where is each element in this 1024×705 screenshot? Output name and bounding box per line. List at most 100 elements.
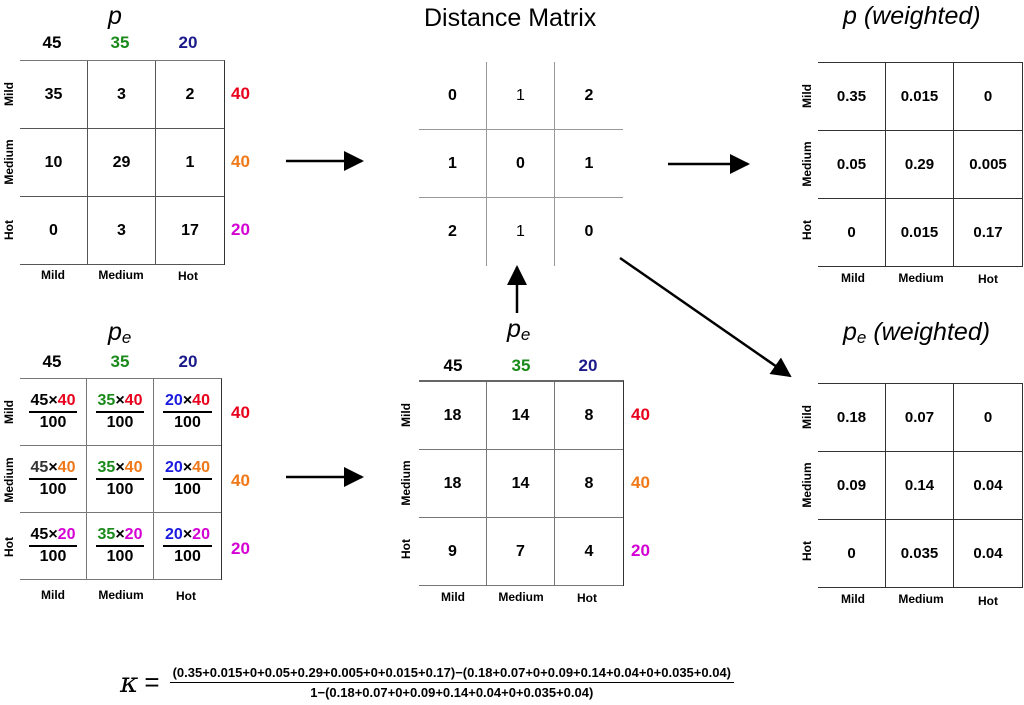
pe-weighted-col-label: Hot [978, 594, 998, 608]
p-row-total: 40 [231, 152, 250, 171]
kappa-equals: = [144, 667, 160, 697]
p-row-total: 40 [231, 84, 250, 103]
pe-fraction-cell: 35×40 100 [87, 379, 154, 446]
pe-title: pe [507, 315, 530, 344]
pe-cell: 9 [419, 518, 487, 586]
p-weighted-cell: 0.005 [954, 131, 1022, 199]
p-cell: 0 [20, 197, 88, 265]
kappa-symbol: κ [120, 666, 139, 699]
p-weighted-cell: 0.015 [886, 199, 954, 267]
pe-weighted-title-suffix: (weighted) [866, 318, 991, 346]
p-weighted-cell: 0 [954, 63, 1022, 131]
p-row-total: 20 [231, 220, 250, 239]
distance-cell: 0 [584, 223, 594, 240]
pe-cell: 18 [419, 382, 487, 450]
kappa-formula: κ = (0.35+0.015+0+0.05+0.29+0.005+0+0.01… [120, 665, 735, 700]
pe-fraction-cell: 20×40 100 [154, 446, 221, 513]
pe-fraction-cell: 45×40 100 [20, 446, 87, 513]
pe-weighted-cell: 0.07 [886, 384, 954, 452]
pe-weighted-cell: 0 [954, 384, 1022, 452]
pe-row-total: 20 [631, 541, 650, 560]
distance-cell: 1 [487, 62, 555, 130]
pe-row-total: 40 [631, 405, 650, 424]
p-cell: 17 [156, 197, 224, 265]
p-weighted-col-label: Medium [898, 271, 944, 285]
p-col-total: 35 [110, 33, 130, 52]
p-title: p [108, 2, 122, 30]
pe-matrix: 18 14 8 18 14 8 9 7 4 [419, 380, 624, 586]
pe-fraction-title: pe [108, 318, 131, 347]
pe-fraction-title-sub: e [121, 328, 132, 347]
pe-fraction-title-main: p [108, 318, 122, 346]
pe-cell: 14 [487, 382, 555, 450]
pe-title-sub: e [520, 325, 531, 344]
p-weighted-title: p (weighted) [843, 2, 981, 30]
p-cell: 35 [20, 61, 88, 129]
pe-weighted-col-label: Medium [898, 592, 944, 606]
pe-weighted-title-sub: e [856, 328, 867, 347]
pe-weighted-title-main: p [843, 318, 857, 346]
distance-cell: 1 [555, 130, 623, 198]
pe-weighted-cell: 0.14 [886, 452, 954, 520]
pe-weighted-title: pe (weighted) [843, 318, 990, 347]
distance-cell: 0 [419, 62, 487, 130]
kappa-denominator: 1−(0.18+0.07+0+0.09+0.14+0.04+0+0.035+0.… [310, 685, 594, 700]
distance-matrix: 0 1 2 1 0 1 2 1 0 [419, 62, 623, 266]
p-weighted-cell: 0 [818, 199, 886, 267]
distance-matrix-title: Distance Matrix [424, 4, 597, 32]
pe-fraction-col-total: 20 [178, 352, 198, 371]
pe-weighted-matrix: 0.18 0.07 0 0.09 0.14 0.04 0 0.035 0.04 [818, 383, 1023, 588]
p-col-total: 45 [42, 33, 62, 52]
p-col-label: Hot [178, 269, 198, 283]
distance-cell: 1 [419, 130, 487, 198]
p-weighted-col-label: Mild [841, 271, 865, 285]
distance-cell: 1 [487, 198, 555, 266]
pe-fraction-cell: 20×20 100 [154, 513, 221, 580]
p-weighted-cell: 0.29 [886, 131, 954, 199]
pe-weighted-cell: 0.04 [954, 520, 1022, 588]
pe-weighted-cell: 0 [818, 520, 886, 588]
pe-fraction-row-total: 40 [231, 403, 250, 422]
pe-title-main: p [507, 315, 521, 343]
pe-weighted-cell: 0.04 [954, 452, 1022, 520]
pe-fraction-col-label: Mild [41, 588, 65, 602]
p-cell: 10 [20, 129, 88, 197]
pe-cell: 8 [555, 450, 623, 518]
pe-fraction-col-total: 45 [42, 352, 62, 371]
pe-fraction-col-total: 35 [110, 352, 130, 371]
pe-fraction-col-label: Hot [176, 589, 196, 603]
p-weighted-cell: 0.35 [818, 63, 886, 131]
p-col-label: Medium [98, 268, 144, 282]
p-weighted-col-label: Hot [978, 272, 998, 286]
p-weighted-cell: 0.015 [886, 63, 954, 131]
arrow-distance-to-pe-weighted [619, 256, 792, 378]
pe-cell: 18 [419, 450, 487, 518]
pe-cell: 7 [487, 518, 555, 586]
p-cell: 2 [156, 61, 224, 129]
distance-cell: 0 [487, 130, 555, 198]
p-cell: 3 [88, 61, 156, 129]
distance-cell: 2 [419, 198, 487, 266]
p-weighted-matrix: 0.35 0.015 0 0.05 0.29 0.005 0 0.015 0.1… [818, 62, 1023, 267]
pe-fraction-cell: 45×20 100 [20, 513, 87, 580]
pe-col-total: 35 [511, 356, 531, 375]
pe-weighted-cell: 0.09 [818, 452, 886, 520]
pe-fraction-cell: 45×40 100 [20, 379, 87, 446]
kappa-numerator: (0.35+0.015+0+0.05+0.29+0.005+0+0.015+0.… [169, 665, 735, 683]
pe-fraction-row-total: 20 [231, 539, 250, 558]
pe-row-total: 40 [631, 473, 650, 492]
pe-fraction-cell: 20×40 100 [154, 379, 221, 446]
pe-cell: 8 [555, 382, 623, 450]
pe-weighted-cell: 0.035 [886, 520, 954, 588]
pe-fraction-cell: 35×20 100 [87, 513, 154, 580]
pe-weighted-col-label: Mild [841, 592, 865, 606]
kappa-fraction: (0.35+0.015+0+0.05+0.29+0.005+0+0.015+0.… [169, 665, 735, 700]
pe-fraction-matrix: 45×40 100 35×40 100 20×40 100 45×40 100 … [20, 378, 222, 580]
p-cell: 3 [88, 197, 156, 265]
p-weighted-cell: 0.17 [954, 199, 1022, 267]
p-cell: 1 [156, 129, 224, 197]
p-weighted-cell: 0.05 [818, 131, 886, 199]
pe-fraction-cell: 35×40 100 [87, 446, 154, 513]
pe-cell: 14 [487, 450, 555, 518]
